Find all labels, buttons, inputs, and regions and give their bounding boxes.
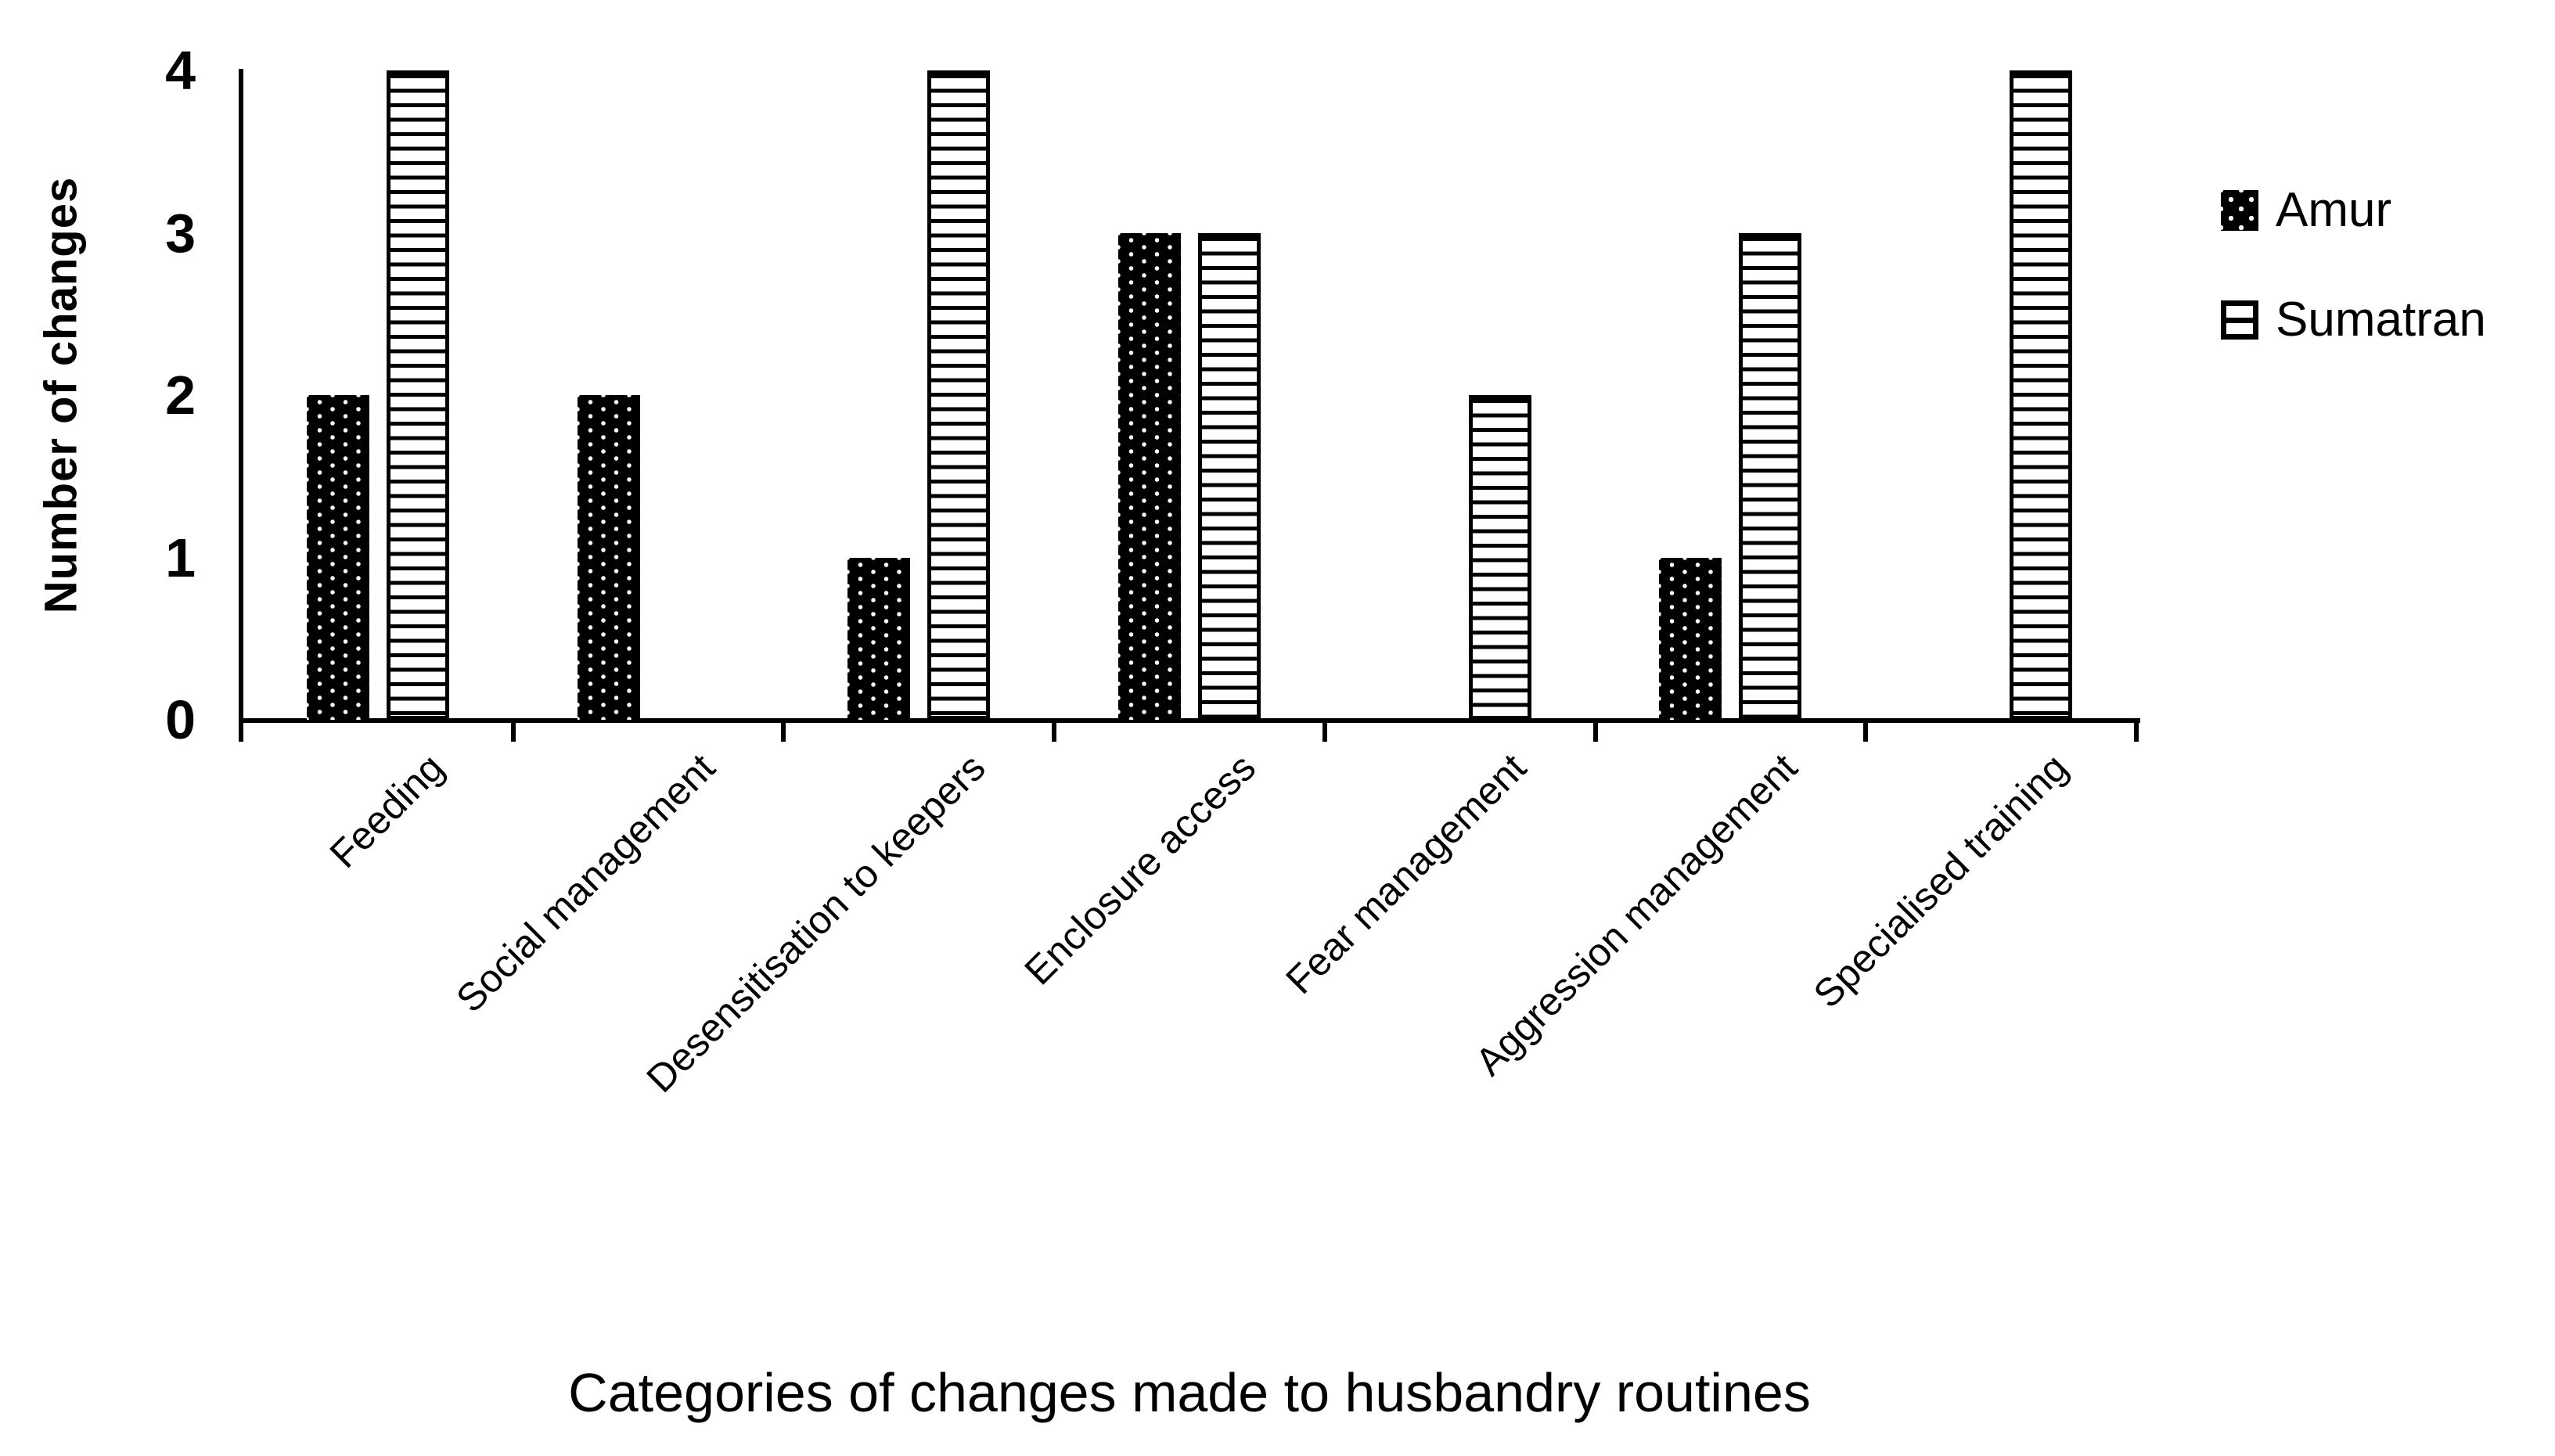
x-axis-tick xyxy=(1863,718,1869,742)
bar-sumatran-desensitisation-to-keepers xyxy=(927,70,991,720)
category-label-social-management: Social management xyxy=(447,745,723,1021)
bar-amur-enclosure-access xyxy=(1118,232,1181,720)
y-tick-label-4: 4 xyxy=(165,40,196,101)
legend-label: Sumatran xyxy=(2276,293,2486,347)
y-tick-label-1: 1 xyxy=(165,527,196,588)
y-tick-label-2: 2 xyxy=(165,365,196,426)
x-axis-tick xyxy=(1592,718,1598,742)
x-axis-tick xyxy=(510,718,516,742)
category-label-feeding: Feeding xyxy=(321,745,453,877)
category-label-fear-management: Fear management xyxy=(1277,745,1535,1003)
x-axis-tick xyxy=(1052,718,1057,742)
bar-sumatran-fear-management xyxy=(1468,395,1531,720)
y-axis-line xyxy=(239,69,243,742)
x-axis-line xyxy=(239,718,2140,723)
bar-amur-desensitisation-to-keepers xyxy=(847,557,911,720)
legend-swatch-amur-pattern-icon xyxy=(2221,190,2258,231)
y-tick-label-0: 0 xyxy=(165,689,196,750)
category-label-aggression-management: Aggression management xyxy=(1466,745,1805,1084)
y-tick-label-3: 3 xyxy=(165,202,196,264)
category-label-specialised-training: Specialised training xyxy=(1805,745,2076,1016)
bar-sumatran-aggression-management xyxy=(1739,232,1802,720)
bar-amur-social-management xyxy=(577,395,640,720)
x-axis-title: Categories of changes made to husbandry … xyxy=(568,1362,1811,1423)
legend-item-amur: Amur xyxy=(2221,186,2486,235)
bar-amur-feeding xyxy=(306,395,369,720)
legend-swatch-sumatran-pattern-icon xyxy=(2221,300,2258,340)
bar-sumatran-enclosure-access xyxy=(1198,232,1261,720)
legend-label: Amur xyxy=(2276,183,2392,237)
bar-sumatran-specialised-training xyxy=(2010,70,2073,720)
x-axis-tick xyxy=(1322,718,1327,742)
bar-amur-aggression-management xyxy=(1659,557,1722,720)
x-axis-tick xyxy=(2134,718,2139,742)
legend: Amur Sumatran xyxy=(2221,186,2486,344)
bar-sumatran-feeding xyxy=(386,70,449,720)
x-axis-tick xyxy=(781,718,786,742)
category-label-enclosure-access: Enclosure access xyxy=(1016,745,1265,994)
legend-item-sumatran: Sumatran xyxy=(2221,296,2486,344)
